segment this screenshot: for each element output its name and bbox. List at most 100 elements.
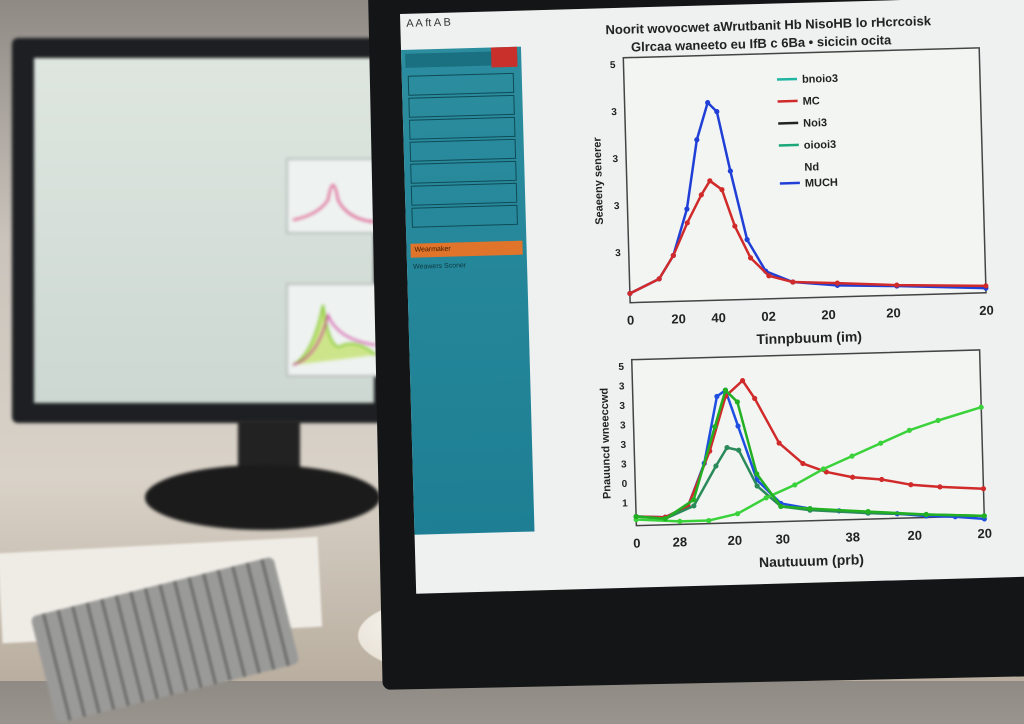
data-point [662, 516, 668, 522]
data-point [684, 220, 690, 226]
legend-swatch [777, 99, 798, 103]
x-tick-label: 30 [775, 531, 790, 546]
data-point [878, 440, 884, 446]
legend-entry: MUCH [805, 177, 838, 190]
legend-entry: Nd [804, 161, 819, 173]
data-point [834, 280, 840, 286]
data-point [714, 108, 720, 115]
data-point [713, 463, 719, 469]
data-point [776, 440, 782, 446]
x-tick-label: 20 [886, 305, 901, 320]
plot-area [622, 47, 987, 304]
data-point [684, 206, 690, 212]
data-point [766, 273, 772, 279]
data-point [849, 453, 855, 459]
x-tick-label: 20 [821, 307, 836, 322]
data-point [894, 282, 900, 288]
y-tick-label: 3 [615, 248, 621, 259]
data-point [820, 466, 826, 472]
x-tick-label: 38 [845, 529, 860, 544]
data-point [734, 511, 741, 517]
data-point [633, 513, 639, 520]
charts-canvas: 0 20 40 02 20 20 20 5 3 3 3 3 Tinnpbuum (im) Seaeeny … [592, 47, 994, 570]
y-tick-label: 3 [620, 440, 626, 451]
plot-area [630, 349, 986, 527]
background-monitor-screen [34, 58, 382, 403]
data-point [670, 252, 676, 259]
data-point [691, 497, 697, 503]
data-point [627, 290, 633, 297]
data-point [879, 476, 885, 483]
data-point [747, 255, 754, 261]
data-point [719, 187, 725, 193]
x-tick-label: 20 [671, 311, 686, 326]
data-point [714, 393, 720, 400]
data-point [983, 283, 989, 289]
x-tick-label: 0 [633, 535, 641, 550]
x-tick-label: 20 [979, 303, 994, 318]
y-tick-label: 5 [618, 362, 624, 373]
data-point [792, 482, 798, 488]
data-point [935, 417, 941, 424]
data-point [656, 276, 662, 282]
data-point [754, 483, 760, 489]
data-point [752, 395, 758, 402]
foreground-monitor-screen: A A ft A B Wearmaker Weawers Sconer Noor… [400, 0, 1024, 594]
legend-entry: bnoio3 [802, 73, 838, 86]
data-point [724, 444, 730, 451]
data-point [908, 482, 914, 488]
x-tick-label: 40 [711, 310, 726, 325]
y-tick-label: 1 [622, 498, 628, 509]
y-tick-label: 0 [622, 479, 628, 490]
legend-entry: oiooi3 [804, 139, 837, 152]
data-point [978, 404, 984, 410]
x-axis-label: Tinnpbuum (im) [756, 328, 862, 347]
x-tick-label: 20 [727, 533, 742, 548]
y-tick-label: 3 [620, 420, 626, 431]
x-tick-label: 20 [907, 528, 922, 543]
data-point [735, 423, 741, 429]
data-point [707, 178, 713, 184]
top-chart: 0 20 40 02 20 20 20 5 3 3 3 3 Tinnpbuum (im) Seaeeny … [592, 47, 994, 347]
x-axis-label: Nautuuum (prb) [759, 551, 864, 570]
data-point [691, 503, 697, 509]
data-point [906, 427, 912, 433]
x-tick-label: 20 [977, 526, 992, 541]
data-point [778, 503, 784, 510]
data-point [732, 223, 738, 229]
legend-swatch [776, 77, 798, 81]
legend-swatch [778, 121, 799, 125]
monitor-base [145, 465, 380, 530]
data-point [981, 513, 987, 519]
data-point [698, 192, 704, 198]
data-point [736, 447, 742, 453]
data-point [694, 137, 700, 143]
y-tick-label: 3 [619, 401, 625, 412]
data-point [807, 506, 813, 512]
background-chart-thumbnail [286, 283, 382, 377]
data-point [727, 168, 733, 174]
data-point [790, 279, 796, 285]
legend-swatch [778, 143, 799, 147]
data-point [937, 484, 943, 490]
data-point [850, 474, 856, 480]
data-point [980, 486, 987, 492]
y-tick-label: 3 [614, 201, 620, 212]
y-tick-label: 3 [621, 459, 627, 470]
data-point [923, 511, 929, 518]
y-axis-label: Pnauuncd wneeccwd [599, 388, 614, 500]
data-point [677, 518, 683, 524]
data-point [706, 517, 712, 524]
legend-entry: Noi3 [803, 117, 827, 130]
series-line-1 [629, 179, 986, 295]
legend-swatch [779, 181, 800, 185]
data-point [744, 236, 750, 243]
data-point [734, 399, 740, 405]
series-line-4 [636, 388, 985, 521]
y-tick-label: 5 [610, 60, 616, 71]
background-chart-thumbnail [286, 158, 382, 234]
data-point [763, 495, 769, 501]
y-tick-label: 3 [612, 154, 618, 165]
y-axis-label: Seaeeny senerer [592, 136, 606, 224]
